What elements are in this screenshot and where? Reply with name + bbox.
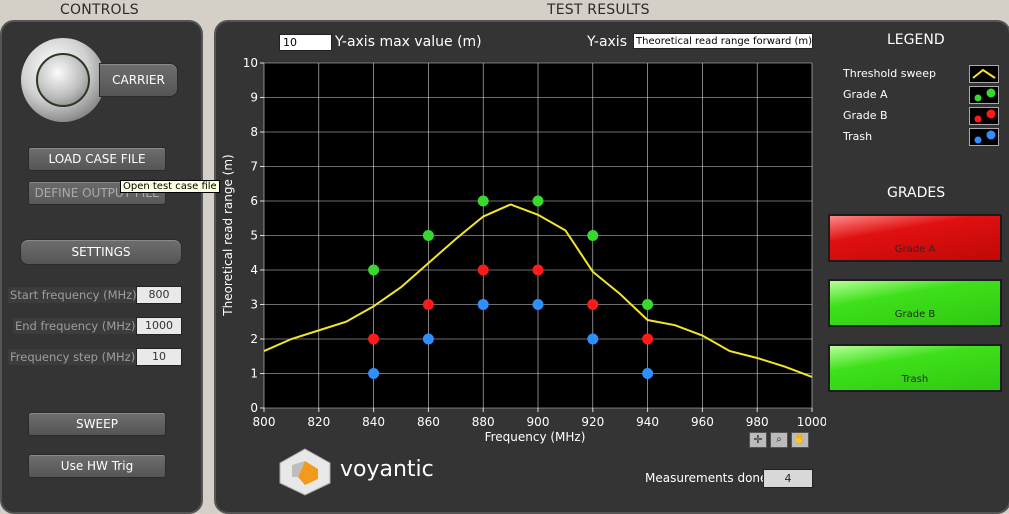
load-case-file-button[interactable]: LOAD CASE FILE — [28, 147, 166, 171]
y-tick-label: 0 — [250, 401, 258, 415]
end-frequency-label: End frequency (MHz) — [13, 318, 138, 334]
controls-title: CONTROLS — [60, 2, 139, 18]
grade-b-point — [477, 264, 489, 276]
zoom-cursor-icon[interactable]: ✛ — [749, 432, 767, 448]
start-frequency-label: Start frequency (MHz) — [8, 287, 139, 303]
carrier-led-icon — [36, 53, 90, 107]
read-range-chart: 800 820 840 860 880 900 920 940 960 980 1000 0 1 2 3 4 5… — [221, 56, 826, 444]
grade-a-point — [477, 195, 489, 207]
use-hw-trig-button[interactable]: Use HW Trig — [28, 454, 166, 478]
y-tick-label: 3 — [250, 298, 258, 312]
x-tick-label: 900 — [527, 415, 550, 429]
measurements-label: Measurements done — [645, 471, 768, 485]
grade-b-point — [532, 264, 544, 276]
end-frequency-input[interactable]: 1000 — [136, 317, 182, 335]
voyantic-logo-text: voyantic — [340, 457, 434, 482]
y-axis-label: Theoretical read range (m) — [221, 154, 235, 316]
x-tick-label: 800 — [253, 415, 276, 429]
trash-indicator: Trash — [828, 344, 1002, 392]
x-tick-label: 1000 — [797, 415, 826, 429]
ymax-input[interactable]: 10 — [279, 34, 332, 51]
measurements-value: 4 — [763, 469, 813, 488]
grade-a-point — [532, 195, 544, 207]
magnify-icon[interactable]: ⌕ — [770, 432, 788, 448]
y-tick-label: 10 — [243, 56, 258, 70]
trash-point — [587, 333, 599, 345]
legend-label-grade-b: Grade B — [843, 109, 888, 122]
threshold-swatch-icon — [969, 65, 999, 83]
legend-label-trash: Trash — [843, 130, 873, 143]
grade-a-point — [422, 230, 434, 241]
grade-b-point — [587, 299, 599, 310]
grade-a-point — [368, 264, 380, 276]
test-results-title: TEST RESULTS — [547, 2, 650, 18]
carrier-label[interactable]: CARRIER — [99, 63, 178, 97]
series-layer — [263, 195, 813, 379]
trash-point — [477, 299, 489, 310]
start-frequency-input[interactable]: 800 — [136, 286, 182, 304]
grade-a-swatch-icon — [969, 86, 999, 104]
voyantic-logo-icon — [279, 448, 331, 496]
grade-a-indicator: Grade A — [828, 214, 1002, 262]
y-tick-label: 9 — [250, 91, 258, 105]
y-tick-label: 4 — [250, 263, 258, 277]
yaxis-label: Y-axis — [587, 34, 627, 50]
legend-title: LEGEND — [887, 32, 945, 48]
carrier-toggle-button[interactable] — [21, 38, 105, 122]
trash-point — [532, 299, 544, 310]
x-tick-label: 980 — [746, 415, 769, 429]
y-tick-label: 2 — [250, 332, 258, 346]
frequency-step-label: Frequency step (MHz) — [8, 349, 138, 365]
pan-hand-icon[interactable]: ✋ — [791, 432, 809, 448]
y-tick-label: 1 — [250, 367, 258, 381]
x-tick-label: 960 — [691, 415, 714, 429]
trash-point — [368, 368, 380, 379]
x-tick-label: 940 — [636, 415, 659, 429]
grid-lines — [260, 62, 813, 412]
ymax-label: Y-axis max value (m) — [335, 34, 482, 50]
grade-a-point — [587, 230, 599, 241]
yaxis-select[interactable]: Theoretical read range forward (m) — [633, 33, 813, 49]
x-tick-label: 880 — [472, 415, 495, 429]
grade-b-swatch-icon — [969, 107, 999, 125]
grades-title: GRADES — [887, 185, 946, 201]
grade-a-point — [642, 299, 654, 310]
x-tick-label: 920 — [581, 415, 604, 429]
y-tick-label: 6 — [250, 194, 258, 208]
legend-label-grade-a: Grade A — [843, 88, 888, 101]
y-tick-label: 5 — [250, 229, 258, 243]
y-tick-label: 7 — [250, 160, 258, 174]
tick-labels: 800 820 840 860 880 900 920 940 960 980 1000 0 1 2 3 4 5… — [243, 56, 826, 429]
trash-swatch-icon — [969, 128, 999, 146]
x-tick-label: 860 — [417, 415, 440, 429]
threshold-sweep-line — [263, 203, 813, 378]
x-tick-label: 840 — [362, 415, 385, 429]
tooltip: Open test case file — [120, 180, 220, 193]
sweep-button[interactable]: SWEEP — [28, 412, 166, 436]
frequency-step-input[interactable]: 10 — [136, 348, 182, 366]
y-tick-label: 8 — [250, 125, 258, 139]
trash-point — [422, 333, 434, 345]
legend-label-threshold: Threshold sweep — [843, 67, 936, 80]
grade-b-point — [642, 333, 654, 345]
trash-point — [642, 368, 654, 379]
x-axis-label: Frequency (MHz) — [485, 430, 586, 444]
x-tick-label: 820 — [307, 415, 330, 429]
grade-b-point — [368, 333, 380, 345]
grade-b-indicator: Grade B — [828, 279, 1002, 327]
grade-b-point — [422, 299, 434, 310]
settings-button[interactable]: SETTINGS — [20, 239, 182, 265]
